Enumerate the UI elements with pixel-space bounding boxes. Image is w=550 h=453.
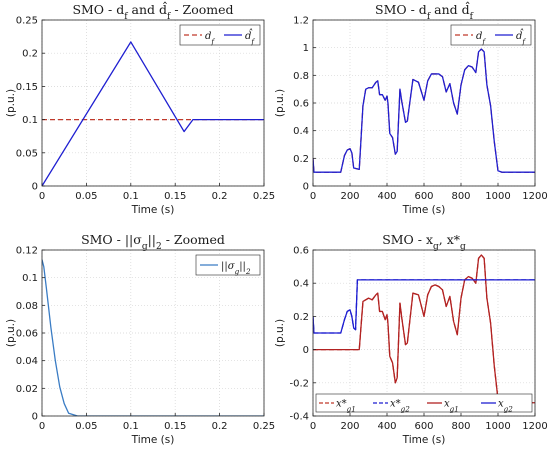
legend-box bbox=[179, 24, 261, 46]
y-tick-label: 0 bbox=[32, 412, 38, 423]
chart-title: SMO - xg, x*g bbox=[382, 232, 466, 252]
y-tick-label: 1.2 bbox=[293, 16, 309, 27]
y-tick-label: 0.02 bbox=[16, 384, 38, 395]
legend-label: ||σg||2 bbox=[221, 261, 251, 276]
y-tick-label: 0.12 bbox=[16, 246, 38, 257]
x-tick-label: 800 bbox=[451, 421, 470, 432]
series-group bbox=[313, 48, 535, 173]
y-axis-label: (p.u.) bbox=[274, 89, 286, 117]
legend-label: df bbox=[476, 31, 486, 46]
legend-label: x*g1 bbox=[336, 399, 356, 414]
y-tick-label: 0.6 bbox=[293, 246, 309, 257]
legend-label: xg1 bbox=[444, 399, 459, 414]
y-tick-label: 0 bbox=[303, 345, 309, 356]
x-tick-label: 0.25 bbox=[253, 421, 275, 432]
legend-box bbox=[195, 254, 261, 276]
axes-box bbox=[41, 19, 265, 187]
y-axis-label: (p.u.) bbox=[274, 319, 286, 347]
x-tick-label: 600 bbox=[414, 191, 433, 202]
chart-title: SMO - ||σg||2 - Zoomed bbox=[81, 232, 225, 252]
x-tick-label: 0.15 bbox=[164, 421, 186, 432]
series-line-4 bbox=[313, 279, 535, 334]
x-tick-label: 1000 bbox=[485, 421, 510, 432]
x-tick-label: 0.05 bbox=[75, 421, 97, 432]
y-axis-label: (p.u.) bbox=[5, 89, 17, 117]
y-tick-label: 0.15 bbox=[16, 82, 38, 93]
x-tick-label: 600 bbox=[414, 421, 433, 432]
x-tick-label: 1200 bbox=[522, 421, 547, 432]
legend-label: df bbox=[205, 31, 215, 46]
chart-panel-4: 0 200 400 600 800 1000 1200 -0.4 -0.2 0 0.2 0.4 0.6 T… bbox=[274, 232, 548, 446]
y-tick-label: -0.2 bbox=[289, 378, 309, 389]
x-tick-label: 800 bbox=[451, 191, 470, 202]
legend: ||σg||2 bbox=[195, 254, 261, 276]
series-line-2 bbox=[42, 41, 264, 186]
x-tick-label: 0.1 bbox=[123, 421, 139, 432]
x-tick-label: 0.05 bbox=[75, 191, 97, 202]
y-tick-label: 0.05 bbox=[16, 148, 38, 159]
series-group bbox=[42, 41, 264, 186]
y-tick-label: 0.8 bbox=[293, 71, 309, 82]
series-line-1 bbox=[42, 259, 264, 416]
series-line-3 bbox=[313, 254, 535, 404]
y-tick-label: 0 bbox=[303, 182, 309, 193]
y-tick-label: 0.1 bbox=[22, 115, 38, 126]
y-tick-label: 0.1 bbox=[22, 273, 38, 284]
x-tick-label: 0 bbox=[39, 191, 45, 202]
y-tick-label: 1 bbox=[303, 43, 309, 54]
x-tick-label: 0.15 bbox=[164, 191, 186, 202]
y-axis-label: (p.u.) bbox=[5, 319, 17, 347]
y-tick-label: 0.04 bbox=[16, 356, 38, 367]
y-tick-label: 0.25 bbox=[16, 16, 38, 27]
legend: df d̂f bbox=[450, 24, 532, 46]
x-tick-label: 0.2 bbox=[212, 191, 228, 202]
series-group bbox=[42, 259, 264, 416]
legend: x*g1 x*g2 xg1 xg2 bbox=[315, 393, 533, 414]
x-axis-label: Time (s) bbox=[402, 434, 446, 446]
y-tick-label: 0.08 bbox=[16, 301, 38, 312]
x-tick-label: 0.1 bbox=[123, 191, 139, 202]
x-tick-label: 0 bbox=[310, 191, 316, 202]
series-group bbox=[313, 254, 535, 404]
legend-box bbox=[315, 393, 533, 413]
x-tick-label: 200 bbox=[340, 421, 359, 432]
x-tick-label: 1000 bbox=[485, 191, 510, 202]
x-tick-label: 1200 bbox=[522, 191, 547, 202]
y-tick-label: 0.2 bbox=[293, 154, 309, 165]
x-axis-label: Time (s) bbox=[402, 204, 446, 216]
y-tick-label: 0.6 bbox=[293, 99, 309, 110]
chart-title: SMO - df and d̂f bbox=[375, 0, 474, 22]
x-tick-label: 0 bbox=[310, 421, 316, 432]
plot-area bbox=[42, 20, 264, 186]
legend-label: xg2 bbox=[498, 399, 513, 414]
x-tick-label: 400 bbox=[377, 191, 396, 202]
chart-panel-3: 0 0.05 0.1 0.15 0.2 0.25 0 0.02 0.04 0.06 0.08 0.1 0… bbox=[5, 232, 275, 446]
legend-box bbox=[450, 24, 532, 46]
chart-panel-1: 0 0.05 0.1 0.15 0.2 0.25 0 0.05 0.1 0.15 0.2 0.25 Ti… bbox=[5, 0, 275, 216]
x-axis-label: Time (s) bbox=[131, 204, 175, 216]
legend-label: x*g2 bbox=[390, 399, 410, 414]
y-tick-label: 0 bbox=[32, 182, 38, 193]
y-tick-label: 0.2 bbox=[293, 312, 309, 323]
y-tick-label: 0.2 bbox=[22, 49, 38, 60]
legend-label: d̂f bbox=[245, 29, 255, 46]
y-tick-label: 0.4 bbox=[293, 279, 309, 290]
legend-label: d̂f bbox=[516, 29, 526, 46]
y-tick-label: 0.4 bbox=[293, 126, 309, 137]
x-tick-label: 200 bbox=[340, 191, 359, 202]
y-tick-label: 0.06 bbox=[16, 329, 38, 340]
chart-panel-2: 0 200 400 600 800 1000 1200 0 0.2 0.4 0.6 0.8 1 1.2 Ti… bbox=[274, 0, 548, 216]
chart-title: SMO - df and d̂f - Zoomed bbox=[72, 0, 233, 22]
x-axis-label: Time (s) bbox=[131, 434, 175, 446]
series-line-2 bbox=[313, 48, 535, 173]
x-tick-label: 0.25 bbox=[253, 191, 275, 202]
x-tick-label: 400 bbox=[377, 421, 396, 432]
legend: df d̂f bbox=[179, 24, 261, 46]
x-tick-label: 0.2 bbox=[212, 421, 228, 432]
x-tick-label: 0 bbox=[39, 421, 45, 432]
y-tick-label: -0.4 bbox=[289, 412, 309, 423]
